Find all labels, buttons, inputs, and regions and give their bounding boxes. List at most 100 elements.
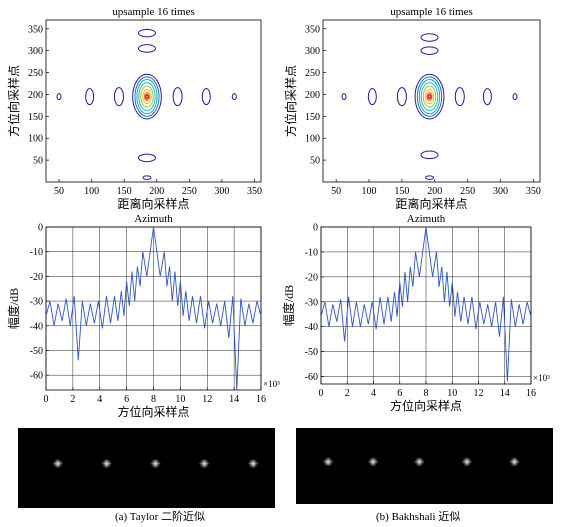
side-lobe-azimuth: [137, 153, 156, 163]
contour-ring: [138, 82, 156, 112]
x-multiplier-label: ×10³: [533, 373, 550, 383]
x-tick-label: 50: [331, 186, 341, 197]
contour-ring: [145, 94, 149, 99]
x-axis-label: 距离向采样点: [117, 196, 189, 211]
x-tick-label: 350: [247, 186, 262, 197]
x-tick-label: 6: [124, 394, 129, 405]
y-tick-label: 50: [310, 156, 320, 167]
y-tick-label: 50: [33, 156, 43, 167]
contour-ring: [427, 93, 432, 100]
y-tick-label: -10: [30, 247, 43, 258]
y-tick-label: 200: [28, 90, 43, 101]
x-tick-label: 14: [229, 394, 239, 405]
x-multiplier-label: ×10³: [263, 379, 280, 389]
chart-title: Azimuth: [407, 213, 446, 225]
caption-a: (a) Taylor 二阶近似: [115, 511, 206, 523]
side-lobe-range: [512, 93, 518, 101]
y-tick-label: 350: [28, 24, 43, 35]
y-tick-label: 0: [38, 223, 43, 234]
x-tick-label: 100: [84, 186, 99, 197]
contour-ring: [142, 89, 152, 105]
y-tick-label: 100: [28, 134, 43, 145]
contour-ring: [136, 79, 158, 115]
y-tick-label: -20: [305, 272, 318, 283]
chart-title: Azimuth: [134, 213, 173, 225]
side-lobe-range: [201, 88, 211, 106]
contour-ring: [426, 91, 433, 102]
chart-title: upsample 16 times: [390, 6, 473, 18]
contour-ring: [132, 73, 162, 120]
x-tick-label: 16: [526, 388, 536, 399]
side-lobe-range: [341, 93, 347, 101]
side-lobe-azimuth: [420, 150, 439, 160]
contour-ring: [422, 85, 437, 108]
side-lobe-azimuth: [420, 33, 439, 42]
x-tick-label: 8: [424, 388, 429, 399]
side-lobe-azimuth: [137, 28, 156, 38]
sar-image-background: [296, 428, 553, 504]
y-tick-label: 150: [28, 112, 43, 123]
y-axis-label: 方位向采样点: [283, 65, 298, 137]
x-tick-label: 10: [447, 388, 457, 399]
contour-ring: [420, 82, 439, 112]
x-tick-label: 12: [202, 394, 212, 405]
contour-ring: [140, 85, 154, 108]
side-lobe-range: [113, 87, 124, 107]
x-tick-label: 250: [460, 186, 475, 197]
x-tick-label: 50: [54, 186, 64, 197]
y-tick-label: -40: [305, 322, 318, 333]
contour-ring: [418, 79, 441, 115]
y-tick-label: -50: [305, 347, 318, 358]
x-tick-label: 6: [397, 388, 402, 399]
contour-ring: [428, 94, 432, 99]
y-tick-label: -30: [30, 297, 43, 308]
contour-ring: [416, 76, 443, 117]
caption-b: (b) Bakhshali 近似: [376, 511, 461, 523]
y-tick-label: 350: [305, 24, 320, 35]
side-lobe-range: [85, 88, 95, 106]
contour-ring: [414, 73, 445, 120]
y-tick-label: -20: [30, 272, 43, 283]
contour-ring: [144, 93, 150, 100]
x-tick-label: 4: [371, 388, 376, 399]
side-lobe-range: [482, 88, 492, 106]
x-tick-label: 12: [474, 388, 484, 399]
y-tick-label: 200: [305, 90, 320, 101]
contour-ring: [143, 91, 151, 102]
y-axis-label: 幅度/dB: [6, 288, 21, 329]
side-lobe-azimuth: [142, 175, 152, 180]
x-axis-label: 距离向采样点: [395, 196, 467, 211]
x-tick-label: 200: [427, 186, 442, 197]
x-tick-label: 2: [70, 394, 75, 405]
side-lobe-range: [172, 87, 183, 107]
y-tick-label: 250: [28, 68, 43, 79]
axis-frame: [45, 19, 262, 183]
side-lobe-azimuth: [425, 175, 435, 180]
y-tick-label: -30: [305, 297, 318, 308]
x-tick-label: 150: [117, 186, 132, 197]
side-lobe-range: [454, 87, 465, 107]
y-tick-label: -60: [305, 372, 318, 383]
contour-ring: [134, 76, 160, 117]
y-tick-label: 100: [305, 134, 320, 145]
y-axis-label: 幅度/dB: [281, 285, 296, 326]
y-axis-label: 方位向采样点: [6, 65, 21, 137]
x-tick-label: 200: [149, 186, 164, 197]
side-lobe-range: [56, 93, 62, 101]
x-tick-label: 8: [151, 394, 156, 405]
x-tick-label: 14: [500, 388, 510, 399]
y-tick-label: 0: [313, 223, 318, 234]
x-axis-label: 方位向采样点: [390, 398, 462, 413]
side-lobe-range: [231, 93, 237, 101]
side-lobe-azimuth: [420, 46, 439, 55]
x-tick-label: 350: [526, 186, 541, 197]
x-tick-label: 4: [97, 394, 102, 405]
side-lobe-azimuth: [137, 44, 156, 53]
x-tick-label: 0: [319, 388, 324, 399]
y-tick-label: -10: [305, 247, 318, 258]
y-tick-label: -50: [30, 346, 43, 357]
y-tick-label: 250: [305, 68, 320, 79]
x-tick-label: 16: [256, 394, 266, 405]
x-tick-label: 300: [214, 186, 229, 197]
